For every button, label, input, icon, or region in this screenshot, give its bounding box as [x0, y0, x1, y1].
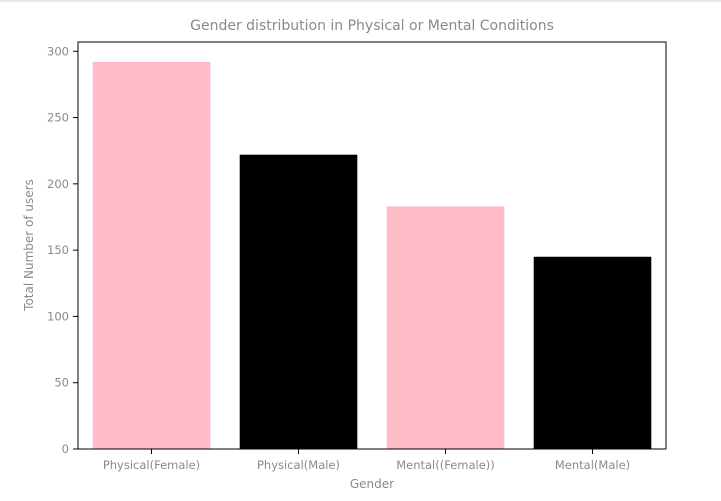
- y-tick-label: 200: [47, 177, 69, 191]
- x-tick-label: Physical(Male): [257, 458, 340, 472]
- y-axis: 0 50 100 150 200 250 300: [47, 44, 78, 456]
- y-tick-label: 0: [62, 442, 69, 456]
- x-tick-label: Physical(Female): [103, 458, 200, 472]
- bars: [92, 61, 652, 450]
- y-tick-label: 50: [54, 376, 69, 390]
- x-tick-label: Mental(Male): [555, 458, 630, 472]
- x-axis-label: Gender: [350, 477, 394, 491]
- bar: [92, 61, 211, 450]
- x-tick-label: Mental((Female)): [396, 458, 495, 472]
- y-tick-label: 100: [47, 309, 69, 323]
- y-tick-label: 150: [47, 243, 69, 257]
- plot-frame: [77, 41, 667, 450]
- y-axis-label: Total Number of users: [22, 179, 36, 312]
- y-tick-label: 250: [47, 111, 69, 125]
- y-tick-label: 300: [47, 44, 69, 58]
- chart-title: Gender distribution in Physical or Menta…: [190, 18, 554, 34]
- x-axis: Physical(Female) Physical(Male) Mental((Fe…: [103, 449, 630, 472]
- top-rule: [0, 0, 721, 2]
- bar: [239, 154, 358, 449]
- bar: [386, 206, 505, 449]
- bar: [533, 256, 652, 449]
